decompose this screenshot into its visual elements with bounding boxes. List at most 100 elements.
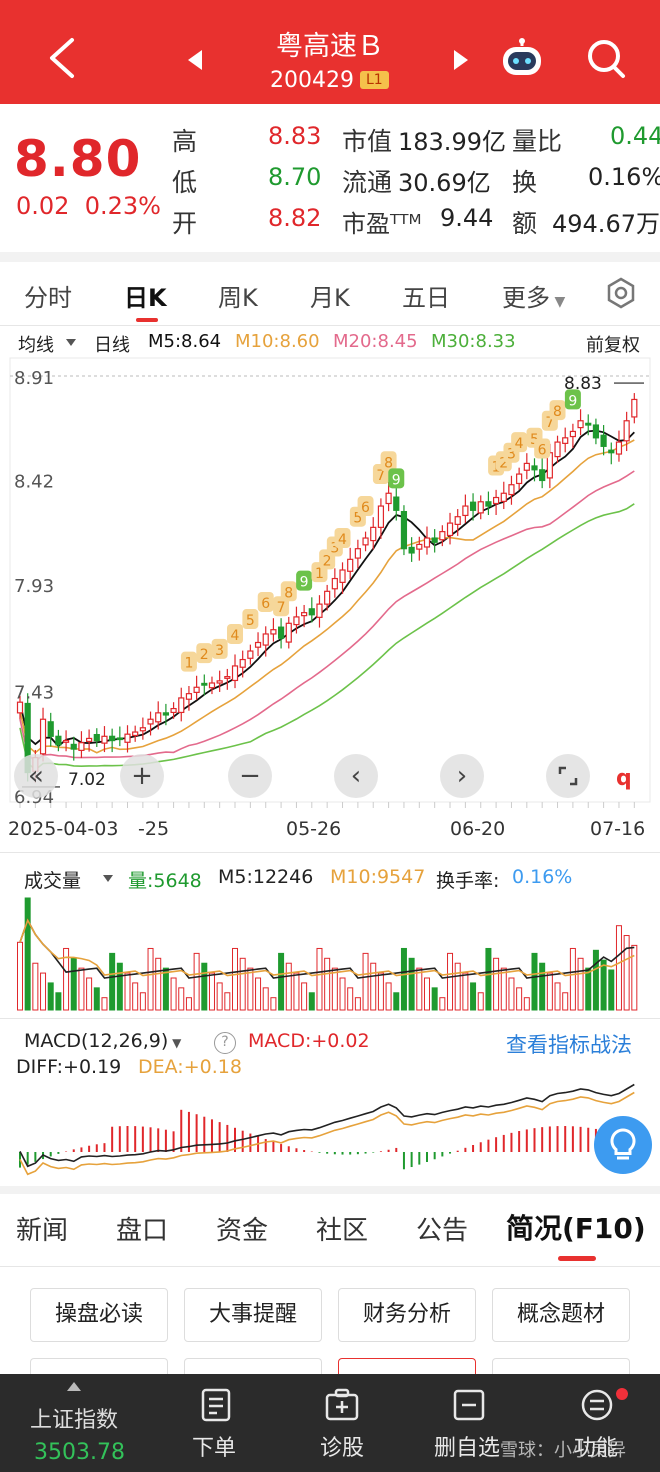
- candle-body: [416, 543, 423, 550]
- menu-icon[interactable]: [580, 1388, 614, 1422]
- diff-line: [19, 1083, 635, 1168]
- volume-bar: [324, 957, 331, 1011]
- date-4: 06-20: [450, 818, 506, 840]
- candle-body: [331, 577, 338, 590]
- tab-announcements[interactable]: 公告: [416, 1216, 469, 1246]
- candle-body: [423, 537, 431, 548]
- tab-capital[interactable]: 资金: [216, 1216, 269, 1246]
- indicator-strategy-link[interactable]: 查看指标战法: [506, 1033, 632, 1057]
- index-name[interactable]: 上证指数: [30, 1408, 119, 1433]
- dea-value: DEA:+0.18: [138, 1056, 242, 1078]
- line-type[interactable]: 日线: [94, 335, 130, 356]
- concept-themes-button[interactable]: 概念题材: [492, 1288, 630, 1342]
- stock-name: 粤高速Ｂ: [276, 31, 384, 62]
- pe-label: 市盈ᵀᵀᴹ: [342, 210, 422, 238]
- expand-up-icon[interactable]: [67, 1382, 81, 1391]
- signal-number: 2: [200, 647, 209, 663]
- volume-bar: [500, 967, 507, 1011]
- section-divider: [0, 1186, 660, 1194]
- search-icon[interactable]: [586, 36, 626, 80]
- tab-weekly-k[interactable]: 周K: [218, 284, 258, 312]
- events-reminder-button[interactable]: 大事提醒: [184, 1288, 322, 1342]
- ma-dropdown[interactable]: 均线: [18, 335, 54, 356]
- candle-body: [393, 496, 400, 511]
- tab-order-book[interactable]: 盘口: [116, 1216, 169, 1246]
- signal-number: 7: [376, 468, 385, 484]
- diagnose-icon[interactable]: [324, 1388, 360, 1422]
- candle-body: [385, 492, 392, 505]
- fullscreen-icon[interactable]: [546, 754, 590, 798]
- signal-number: 4: [515, 436, 524, 452]
- volume-bar: [24, 897, 31, 1011]
- pan-right-button[interactable]: ›: [440, 754, 484, 798]
- macd-dropdown[interactable]: MACD(12,26,9) ▼: [24, 1030, 181, 1052]
- prev-stock-icon[interactable]: [188, 50, 202, 70]
- volume-bar: [224, 992, 231, 1011]
- signal-badge: [564, 389, 581, 410]
- volume-bar: [124, 972, 131, 1011]
- active-tab-indicator: [558, 1256, 596, 1261]
- volume-bar: [193, 952, 200, 1011]
- remove-watchlist-button[interactable]: 删自选: [434, 1436, 501, 1461]
- tab-daily-k[interactable]: 日K: [124, 284, 167, 312]
- candle-body: [308, 608, 315, 616]
- financial-analysis-button[interactable]: 财务分析: [338, 1288, 476, 1342]
- order-button[interactable]: 下单: [192, 1436, 237, 1461]
- ma10-line: [19, 439, 635, 754]
- signal-badge: [334, 528, 351, 549]
- volume-bar: [531, 952, 538, 1011]
- diagnose-button[interactable]: 诊股: [320, 1436, 365, 1461]
- zoom-in-button[interactable]: +: [120, 754, 164, 798]
- candle-body: [185, 693, 193, 700]
- candle-body: [239, 658, 246, 668]
- turnover-rate-value: 0.16%: [512, 866, 573, 888]
- date-3: 05-26: [286, 818, 342, 840]
- tab-five-day[interactable]: 五日: [402, 284, 450, 312]
- pan-left-button[interactable]: ‹: [334, 754, 378, 798]
- tab-f10-profile[interactable]: 简况(F10): [506, 1212, 646, 1245]
- candle-body: [485, 501, 492, 507]
- tab-intraday[interactable]: 分时: [24, 284, 72, 312]
- volume-m5: M5:12246: [218, 866, 314, 888]
- volume-dropdown[interactable]: 成交量: [24, 870, 82, 892]
- candle-body: [469, 501, 477, 511]
- tab-more[interactable]: 更多 ▼: [502, 278, 565, 313]
- back-arrow-icon[interactable]: [44, 36, 80, 80]
- zoom-out-button[interactable]: −: [228, 754, 272, 798]
- candle-body: [462, 505, 469, 517]
- must-read-button[interactable]: 操盘必读: [30, 1288, 168, 1342]
- signal-number: 3: [215, 643, 224, 659]
- candle-body: [109, 735, 116, 742]
- adjust-mode[interactable]: 前复权: [586, 335, 640, 356]
- tab-news[interactable]: 新闻: [16, 1216, 69, 1246]
- collapse-button[interactable]: «: [14, 754, 58, 798]
- kline-chart[interactable]: 8.918.427.937.436.948.837.02123456789123…: [0, 356, 660, 812]
- tab-community[interactable]: 社区: [316, 1216, 369, 1246]
- tab-monthly-k[interactable]: 月K: [310, 284, 350, 312]
- lightbulb-icon[interactable]: [594, 1116, 652, 1174]
- volume-bar: [623, 935, 630, 1011]
- function-button[interactable]: 功能: [574, 1436, 619, 1461]
- date-start: 2025-04-03: [8, 818, 119, 840]
- candle-body: [439, 531, 446, 541]
- volume-bar: [293, 972, 300, 1011]
- help-icon[interactable]: ?: [214, 1032, 236, 1054]
- candle-body: [247, 650, 254, 659]
- remove-watchlist-icon[interactable]: [452, 1388, 486, 1422]
- candle-body: [55, 735, 62, 746]
- signal-number: 6: [261, 596, 270, 612]
- volume-bar: [208, 972, 215, 1011]
- order-icon[interactable]: [200, 1388, 232, 1422]
- signal-badge: [196, 643, 213, 664]
- volume-bar: [385, 982, 392, 1011]
- signal-badge: [534, 438, 551, 459]
- volume-bar: [285, 962, 292, 1011]
- volume-bar: [408, 957, 415, 1011]
- reset-view-icon[interactable]: q: [616, 766, 632, 791]
- next-stock-icon[interactable]: [454, 50, 468, 70]
- low-label: 低: [172, 168, 198, 197]
- settings-hexagon-icon[interactable]: [604, 276, 638, 310]
- index-value: 3503.78: [34, 1440, 125, 1465]
- robot-assistant-icon[interactable]: [498, 38, 546, 78]
- candle-body: [47, 721, 54, 737]
